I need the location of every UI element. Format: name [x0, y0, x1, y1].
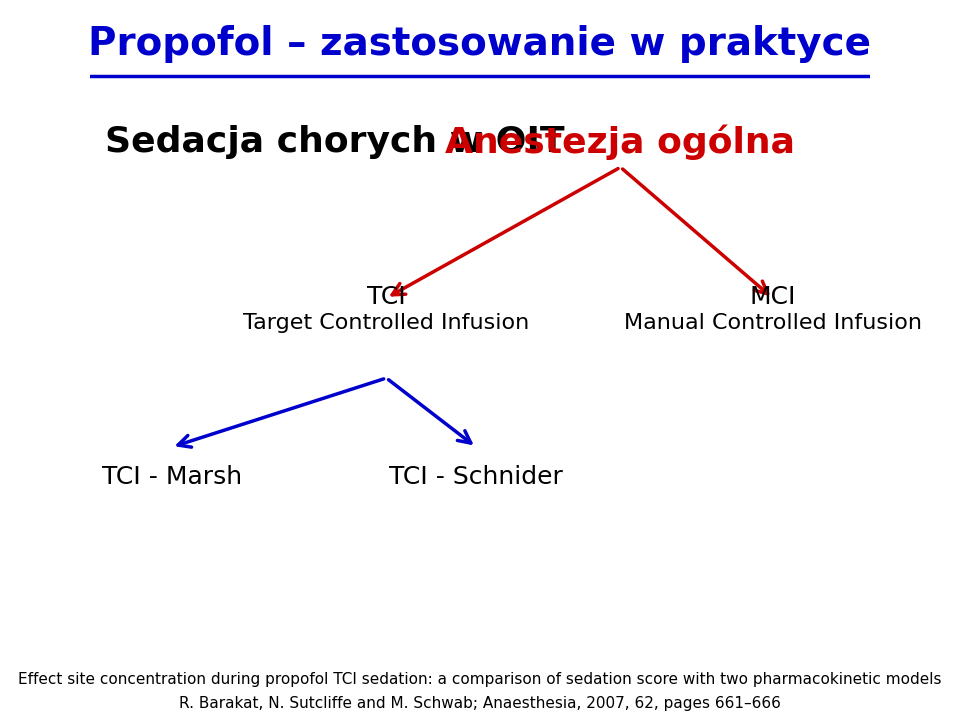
Text: TCI: TCI — [367, 285, 406, 309]
Text: Propofol – zastosowanie w praktyce: Propofol – zastosowanie w praktyce — [88, 25, 872, 63]
Text: Manual Controlled Infusion: Manual Controlled Infusion — [624, 313, 922, 333]
Text: Sedacja chorych w OIT: Sedacja chorych w OIT — [106, 125, 565, 158]
Text: MCI: MCI — [750, 285, 796, 309]
Text: Anestezja ogólna: Anestezja ogólna — [445, 124, 796, 159]
Text: Target Controlled Infusion: Target Controlled Infusion — [243, 313, 530, 333]
Text: TCI - Marsh: TCI - Marsh — [102, 465, 242, 489]
Text: Effect site concentration during propofol TCI sedation: a comparison of sedation: Effect site concentration during propofo… — [18, 672, 942, 687]
Text: R. Barakat, N. Sutcliffe and M. Schwab; Anaesthesia, 2007, 62, pages 661–666: R. Barakat, N. Sutcliffe and M. Schwab; … — [180, 696, 780, 711]
Text: TCI - Schnider: TCI - Schnider — [389, 465, 563, 489]
